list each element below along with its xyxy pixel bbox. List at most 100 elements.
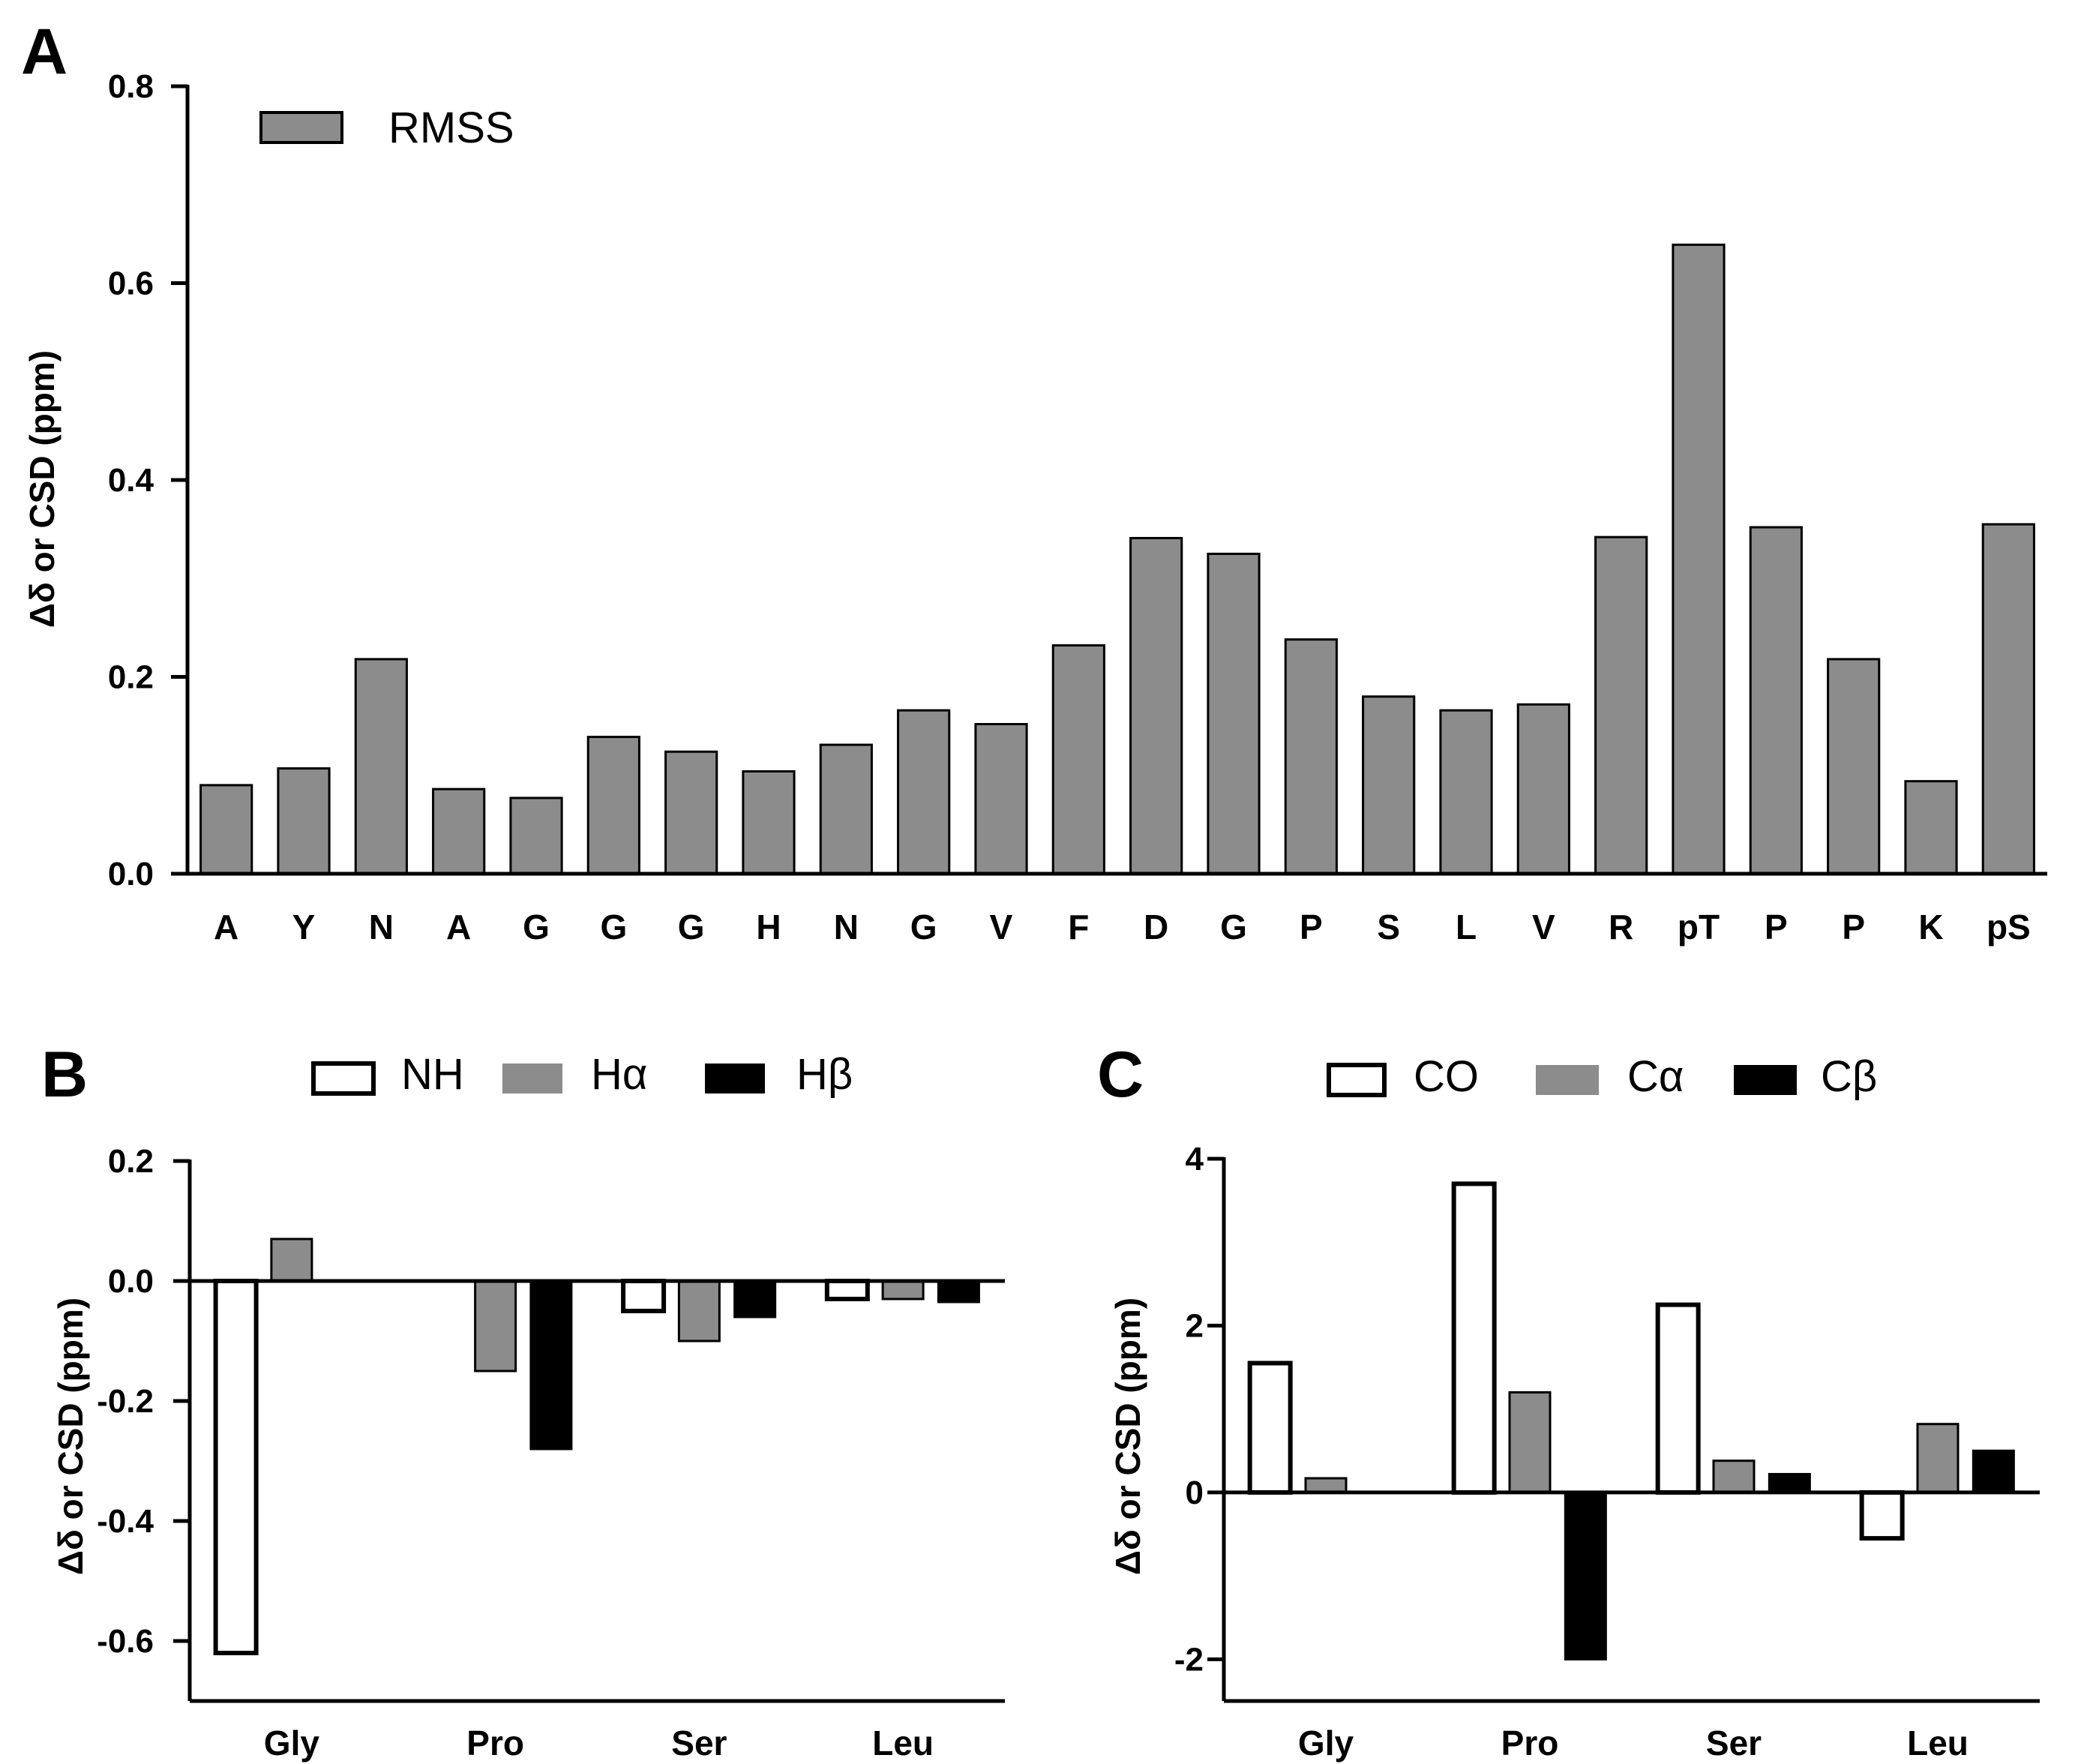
panel-b-bar-hbeta-ser (733, 1280, 777, 1318)
panel-a-bar-rmss-f (1051, 644, 1105, 875)
panel-a-bar-rmss-n (354, 658, 408, 875)
panel-c: C Δδ or CSD (ppm) -2 0 2 4 Gly Pro Ser Leu CO … (1097, 1039, 2040, 1762)
panel-b-letter: B (41, 1039, 88, 1111)
panel-a-bar-rmss-ps (1981, 523, 2035, 875)
panel-a-bar-rmss-v (974, 723, 1028, 875)
panel-a-bars (199, 243, 2035, 875)
panel-a-legend-swatch-rmss (259, 111, 343, 144)
panel-a-bar-rmss-g (1207, 552, 1261, 875)
panel-c-x-label: Pro (1501, 1724, 1559, 1762)
panel-a-x-label: H (756, 908, 781, 946)
panel-c-y-tick-label: 4 (1186, 1141, 1204, 1178)
panel-a-axes (185, 85, 2047, 876)
panel-c-axes (1222, 1157, 2040, 1703)
panel-c-bar-co-pro (1451, 1181, 1497, 1495)
panel-a-x-label: pT (1678, 908, 1720, 946)
panel-a-x-label: R (1609, 908, 1633, 946)
panel-c-bar-cbeta-pro (1564, 1491, 1607, 1660)
panel-b-y-tick-label: -0.4 (97, 1503, 154, 1540)
panel-a-x-label: A (214, 908, 238, 946)
panel-a-bar-rmss-pt (1672, 243, 1726, 875)
panel-c-legend-swatch-co (1327, 1063, 1387, 1097)
panel-b-bar-halpha-pro (474, 1280, 517, 1372)
panel-b-legend-label-halpha: Hα (591, 1050, 647, 1099)
panel-b-bar-nh-gly (213, 1279, 259, 1655)
panel-c-letter: C (1097, 1039, 1144, 1111)
panel-a-bar-rmss-s (1362, 695, 1416, 875)
panel-c-legend-swatch-calpha (1536, 1065, 1599, 1095)
panel-a-x-label: D (1144, 908, 1168, 946)
panel-a-x-label: G (523, 908, 550, 946)
panel-b-x-labels: Gly Pro Ser Leu (264, 1724, 934, 1762)
panel-a-y-tick-label: 0.6 (108, 266, 154, 302)
panel-a-ylabel: Δδ or CSD (ppm) (22, 350, 61, 628)
panel-a-x-label: P (1842, 908, 1865, 946)
panel-b-x-label: Leu (872, 1724, 934, 1762)
panel-b-bar-hbeta-leu (937, 1280, 980, 1304)
panel-c-bar-calpha-leu (1916, 1423, 1960, 1494)
panel-a-legend-label-rmss: RMSS (388, 104, 514, 152)
panel-b-y-tick-label: -0.6 (97, 1623, 154, 1660)
panel-b-legend-label-nh: NH (401, 1050, 464, 1099)
panel-c-bar-co-ser (1655, 1302, 1701, 1495)
panel-b-ylabel: Δδ or CSD (ppm) (51, 1298, 90, 1575)
panel-a-bar-rmss-a (432, 788, 486, 875)
panel-a-x-label: V (1532, 908, 1555, 946)
panel-c-bar-calpha-pro (1508, 1390, 1552, 1494)
panel-a-x-label: G (678, 908, 705, 946)
panel-a-x-label: G (910, 908, 937, 946)
panel-a-x-label: L (1456, 908, 1477, 946)
panel-c-y-tick-label: 2 (1186, 1307, 1204, 1344)
panel-b-x-label: Pro (466, 1724, 524, 1762)
panel-b-x-label: Gly (264, 1724, 320, 1762)
panel-b-legend: NH Hα Hβ (311, 1050, 853, 1099)
panel-c-legend-label-cbeta: Cβ (1821, 1052, 1877, 1101)
panel-a-bar-rmss-r (1594, 536, 1648, 875)
panel-a-bar-rmss-l (1439, 709, 1493, 875)
panel-c-legend-swatch-cbeta (1734, 1065, 1797, 1095)
panel-c-y-tick-label: -2 (1174, 1641, 1204, 1678)
panel-a-y-ticks: 0.0 0.2 0.4 0.6 0.8 (108, 68, 187, 892)
panel-b-legend-swatch-nh (311, 1061, 376, 1096)
panel-c-x-label: Ser (1706, 1724, 1762, 1762)
panel-a-y-tick-label: 0.0 (108, 856, 154, 892)
panel-b-y-ticks: -0.6 -0.4 -0.2 0.0 0.2 (97, 1143, 190, 1660)
panel-a-bar-rmss-p (1827, 658, 1881, 875)
panel-b-axes (187, 1160, 1005, 1703)
panel-a-y-tick-label: 0.8 (108, 68, 154, 105)
panel-a-x-label: V (990, 908, 1013, 946)
panel-a-y-tick-label: 0.2 (108, 659, 154, 696)
panel-b-bar-halpha-ser (677, 1280, 721, 1342)
panel-b: B Δδ or CSD (ppm) -0.6 -0.4 -0.2 0.0 0.2 Gly… (41, 1039, 1005, 1762)
panel-c-y-ticks: -2 0 2 4 (1174, 1141, 1224, 1678)
panel-a-x-label: N (369, 908, 394, 946)
panel-b-bar-nh-ser (621, 1279, 667, 1313)
panel-c-bar-calpha-gly (1304, 1477, 1348, 1494)
panel-c-bar-calpha-ser (1712, 1460, 1756, 1494)
panel-b-x-label: Ser (671, 1724, 727, 1762)
panel-a-x-label: P (1765, 908, 1788, 946)
panel-a-letter: A (21, 16, 67, 88)
panel-a-bar-rmss-g (664, 750, 718, 875)
panel-a-y-tick-label: 0.4 (108, 462, 154, 499)
panel-a-x-label: A (446, 908, 471, 946)
panel-c-ylabel: Δδ or CSD (ppm) (1108, 1298, 1147, 1575)
panel-a-bar-rmss-k (1904, 780, 1958, 875)
panel-a-x-label: S (1377, 908, 1400, 946)
panel-b-y-tick-label: -0.2 (97, 1383, 154, 1420)
panel-a: A Δδ or CSD (ppm) 0.0 0.2 0.4 0.6 0.8 A Y N A G G… (21, 16, 2047, 946)
panel-a-bar-rmss-d (1129, 536, 1183, 875)
panel-a-bar-rmss-g (897, 709, 951, 875)
panel-b-legend-swatch-halpha (502, 1064, 562, 1094)
panel-c-x-label: Leu (1907, 1724, 1969, 1762)
panel-b-bar-halpha-gly (270, 1238, 313, 1282)
panel-c-bar-co-gly (1247, 1360, 1293, 1495)
panel-a-x-label: N (834, 908, 859, 946)
panel-c-legend: CO Cα Cβ (1327, 1052, 1877, 1101)
panel-a-x-label: K (1918, 908, 1943, 946)
panel-b-bar-hbeta-pro (529, 1280, 573, 1450)
panel-a-x-label: P (1300, 908, 1323, 946)
panel-b-y-tick-label: 0.2 (108, 1143, 154, 1180)
